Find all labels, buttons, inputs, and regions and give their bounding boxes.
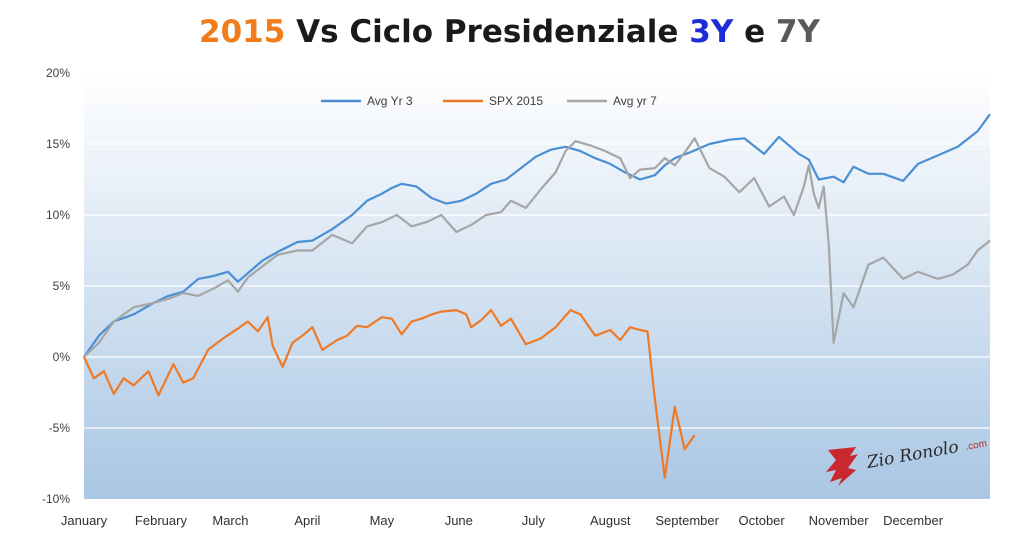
- chart-title: 2015 Vs Ciclo Presidenziale 3Y e 7Y: [0, 14, 1019, 50]
- y-tick-label: 15%: [46, 137, 70, 151]
- x-tick-label: April: [294, 513, 320, 528]
- y-tick-label: 0%: [53, 350, 71, 364]
- title-part: e: [733, 14, 776, 50]
- x-tick-label: May: [370, 513, 395, 528]
- x-tick-label: July: [522, 513, 546, 528]
- x-tick-label: June: [445, 513, 473, 528]
- x-axis: January February March April May June July Augu…: [61, 513, 944, 528]
- legend-label: Avg yr 7: [613, 94, 657, 108]
- legend: Avg Yr 3 SPX 2015 Avg yr 7: [321, 94, 657, 108]
- series-line-1: [83, 309, 696, 479]
- watermark-suffix: .com: [965, 438, 988, 453]
- title-part: 3Y: [689, 14, 734, 50]
- title-part: 7Y: [775, 14, 820, 50]
- y-tick-label: 5%: [53, 279, 71, 293]
- series-line-2: [83, 137, 991, 358]
- y-tick-label: 20%: [46, 66, 70, 80]
- watermark-emblem: [826, 447, 858, 486]
- legend-label: SPX 2015: [489, 94, 543, 108]
- y-axis: -10% -5% 0% 5% 10% 15% 20%: [42, 66, 70, 506]
- x-tick-label: February: [135, 513, 188, 528]
- title-part: 2015: [199, 14, 286, 50]
- x-tick-label: March: [212, 513, 248, 528]
- title-part: Vs Ciclo Presidenziale: [285, 14, 690, 50]
- x-tick-label: October: [739, 513, 786, 528]
- y-tick-label: -10%: [42, 492, 70, 506]
- legend-label: Avg Yr 3: [367, 94, 413, 108]
- x-tick-label: December: [883, 513, 944, 528]
- y-tick-label: 10%: [46, 208, 70, 222]
- grid: [84, 143, 990, 429]
- series-lines: [83, 113, 991, 479]
- x-tick-label: November: [809, 513, 870, 528]
- series-line-0: [83, 113, 991, 358]
- x-tick-label: August: [590, 513, 631, 528]
- x-tick-label: September: [655, 513, 719, 528]
- x-tick-label: January: [61, 513, 108, 528]
- y-tick-label: -5%: [49, 421, 71, 435]
